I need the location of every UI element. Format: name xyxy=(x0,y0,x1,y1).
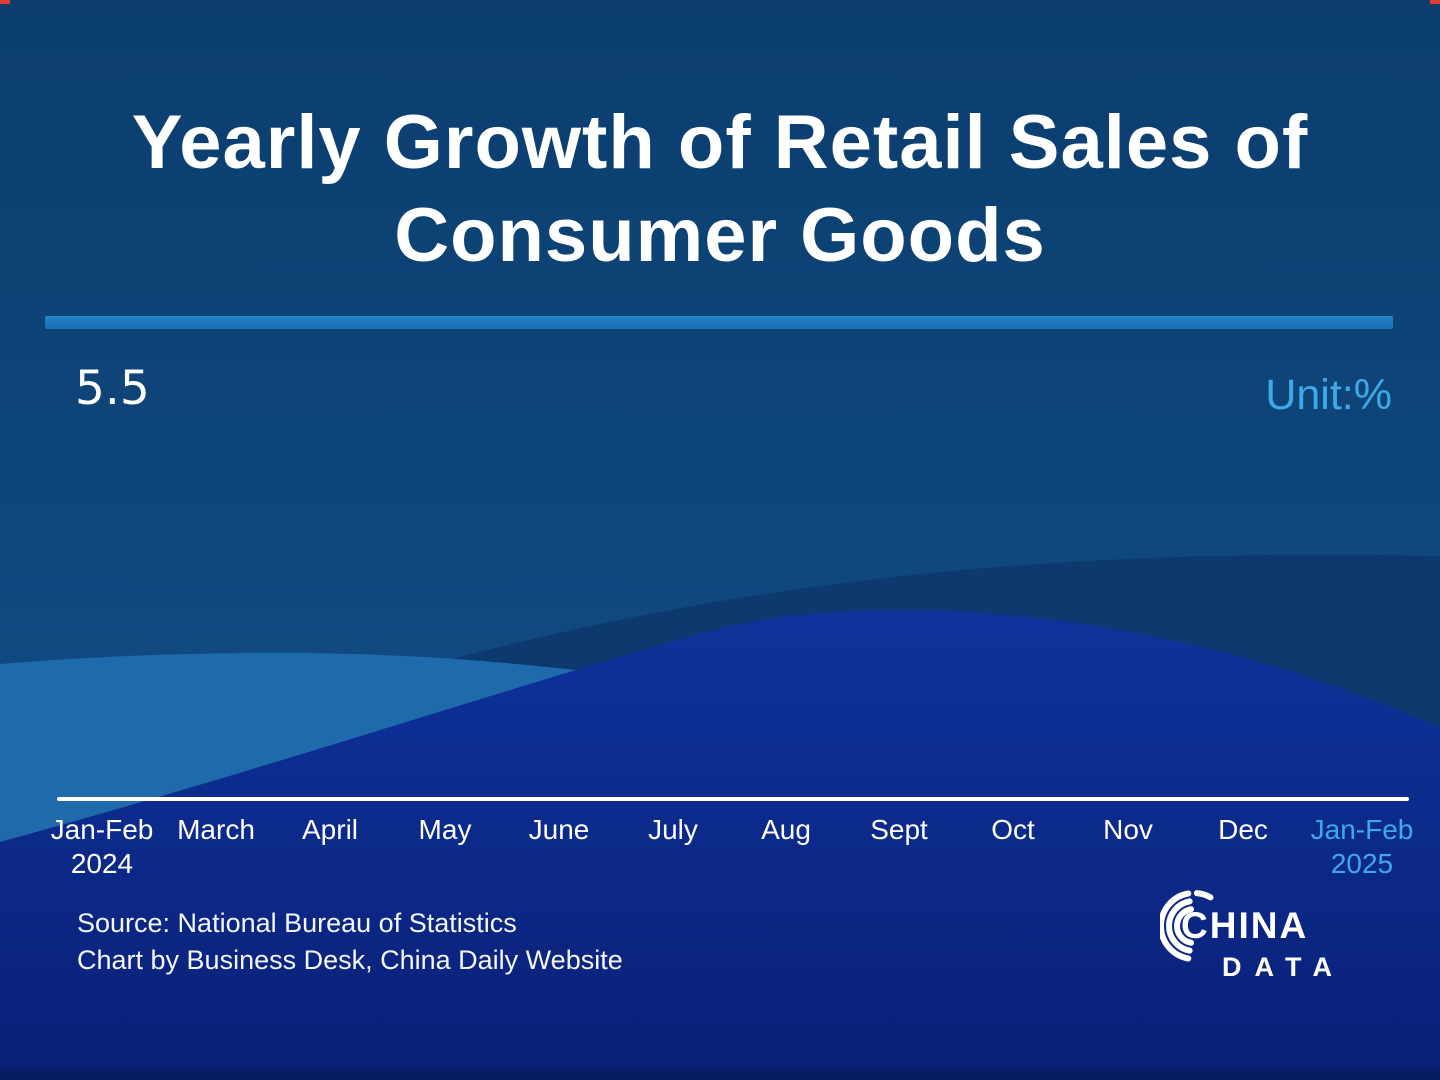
top-left-red-mark xyxy=(0,0,10,4)
x-axis-label-jan-feb-2024: Jan-Feb 2024 xyxy=(50,814,154,879)
top-right-red-mark xyxy=(1430,0,1440,4)
logo-text-data: DATA xyxy=(1222,952,1345,982)
china-data-logo: CHINA DATA xyxy=(1160,886,1375,991)
wave-royal-dome xyxy=(0,609,1440,1080)
title-divider xyxy=(45,316,1393,329)
page-title: Yearly Growth of Retail Sales of Consume… xyxy=(0,96,1440,282)
x-axis-label-april: April xyxy=(301,814,359,845)
page-title-line2: Consumer Goods xyxy=(394,193,1046,278)
x-axis-label-jan-feb-2025: Jan-Feb 2025 xyxy=(1310,814,1414,879)
x-axis-label-july: July xyxy=(648,814,698,845)
data-point-value-label: 5.5 xyxy=(75,361,150,416)
signal-arcs-icon xyxy=(1160,890,1214,962)
source-credit: Source: National Bureau of Statistics Ch… xyxy=(77,905,623,979)
x-axis-label-aug: Aug xyxy=(761,814,811,845)
bottom-edge-strip xyxy=(0,1071,1440,1080)
china-data-logo-graphic: CHINA DATA xyxy=(1160,890,1345,982)
page-title-line1: Yearly Growth of Retail Sales of xyxy=(131,100,1309,185)
x-axis-label-june: June xyxy=(528,814,590,845)
x-axis-label-may: May xyxy=(418,814,472,845)
unit-label: Unit:% xyxy=(1265,371,1392,419)
source-line: Source: National Bureau of Statistics xyxy=(77,908,517,938)
x-axis-label-sept: Sept xyxy=(870,814,928,845)
logo-text-china: CHINA xyxy=(1181,905,1308,946)
x-axis-label-nov: Nov xyxy=(1103,814,1153,845)
credit-line: Chart by Business Desk, China Daily Webs… xyxy=(77,945,623,975)
x-axis-label-oct: Oct xyxy=(991,814,1035,845)
x-axis-label-march: March xyxy=(177,814,255,845)
x-axis-line xyxy=(57,797,1409,801)
x-axis-label-dec: Dec xyxy=(1218,814,1268,845)
